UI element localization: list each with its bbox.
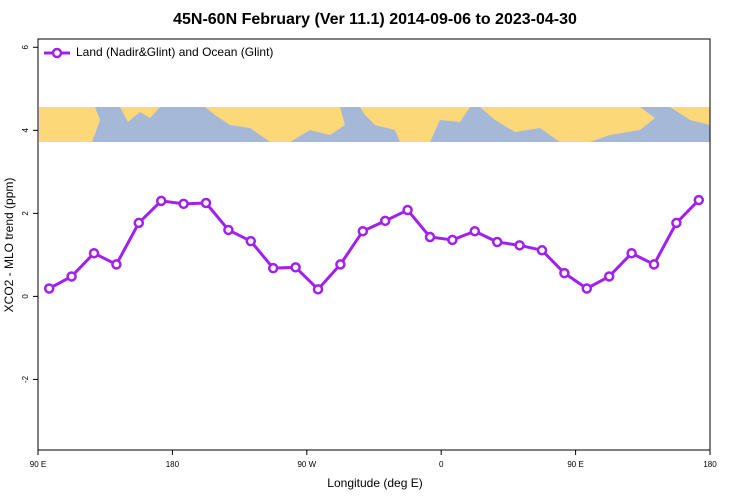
data-point (223, 224, 234, 236)
plot-frame (37, 38, 711, 451)
data-point (559, 267, 570, 279)
data-point (469, 225, 481, 237)
data-point (178, 198, 189, 210)
data-point (671, 217, 682, 229)
data-point (111, 259, 122, 270)
data-point (312, 284, 324, 295)
series-line (48, 199, 700, 291)
y-axis-label: XCO2 - MLO trend (ppm) (2, 178, 16, 313)
data-point (245, 235, 257, 247)
data-point (66, 271, 77, 282)
data-point (514, 240, 525, 251)
data-point (581, 283, 593, 294)
data-point (43, 283, 55, 294)
data-point (379, 215, 391, 227)
x-tick-label: 180 (166, 460, 180, 469)
y-tick-label: 0 (21, 294, 30, 299)
y-tick-label: 6 (21, 45, 30, 50)
y-tick-label: -2 (21, 375, 30, 383)
legend-marker (51, 47, 63, 59)
y-tick-label: 4 (21, 128, 30, 133)
data-point (424, 231, 436, 243)
x-tick-label: 90 W (297, 460, 316, 469)
data-point (155, 195, 167, 207)
data-point (357, 225, 369, 237)
data-point (603, 271, 615, 282)
data-point (335, 259, 346, 270)
data-point (648, 259, 660, 270)
x-axis-label: Longitude (deg E) (327, 476, 422, 490)
data-point (536, 245, 548, 256)
x-tick-label: 90 E (567, 460, 583, 469)
data-point (133, 217, 145, 229)
x-tick-label: 0 (439, 460, 444, 469)
data-point (626, 247, 637, 259)
map-strip (39, 107, 710, 142)
data-point (693, 194, 705, 206)
data-point (200, 197, 212, 209)
data-point (267, 262, 279, 274)
data-point (491, 236, 503, 248)
data-point (402, 204, 413, 216)
x-tick-label: 90 E (30, 460, 46, 469)
data-point (447, 234, 458, 246)
chart-title: 45N-60N February (Ver 11.1) 2014-09-06 t… (173, 11, 577, 28)
x-tick-label: 180 (703, 460, 717, 469)
data-point (88, 247, 100, 259)
legend-label: Land (Nadir&Glint) and Ocean (Glint) (76, 45, 273, 59)
y-tick-label: 2 (21, 211, 30, 216)
legend: Land (Nadir&Glint) and Ocean (Glint) (44, 45, 273, 59)
data-point (290, 262, 301, 273)
